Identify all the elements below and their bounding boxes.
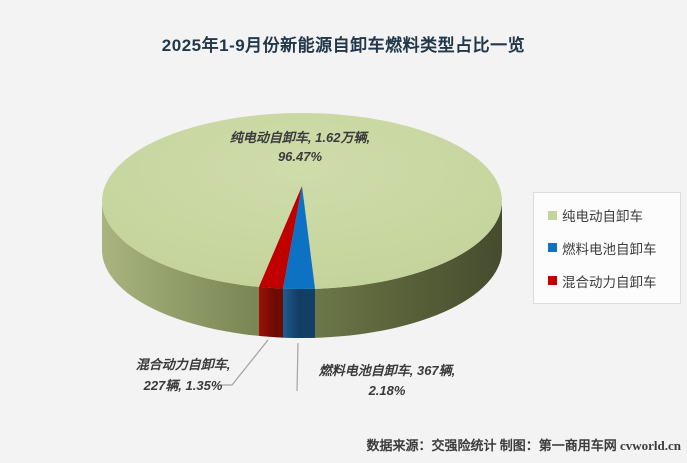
- pie-slice-fuel-cell: [283, 186, 315, 289]
- pie-side-pure-electric: [102, 201, 502, 338]
- legend-swatch-red: [548, 276, 557, 286]
- leader-line-hybrid: [220, 339, 269, 386]
- legend: 纯电动自卸车 燃料电池自卸车 混合动力自卸车: [533, 192, 681, 304]
- legend-label: 混合动力自卸车: [562, 274, 657, 290]
- legend-item-pure-electric: 纯电动自卸车: [548, 206, 680, 224]
- callout-pure-electric: 纯电动自卸车, 1.62万辆, 96.47%: [230, 128, 370, 166]
- leader-line-fuel-cell: [296, 342, 299, 392]
- callout-hybrid-line1: 混合动力自卸车,: [135, 357, 231, 372]
- legend-item-hybrid: 混合动力自卸车: [548, 272, 680, 290]
- legend-label: 纯电动自卸车: [562, 209, 643, 225]
- pie-slice-hybrid: [259, 186, 302, 289]
- chart-title: 2025年1-9月份新能源自卸车燃料类型占比一览: [161, 36, 526, 55]
- callout-hybrid: 混合动力自卸车, 227辆, 1.35%: [136, 354, 231, 396]
- legend-swatch-blue: [548, 243, 557, 253]
- legend-item-fuel-cell: 燃料电池自卸车: [548, 239, 680, 257]
- callout-hybrid-line2: 227辆, 1.35%: [143, 378, 223, 393]
- callout-pure-electric-line2: 96.47%: [277, 149, 323, 164]
- legend-swatch-green: [548, 210, 557, 220]
- legend-label: 燃料电池自卸车: [562, 241, 657, 257]
- callout-fuel-cell: 燃料电池自卸车, 367辆, 2.18%: [319, 361, 456, 401]
- callout-pure-electric-line1: 纯电动自卸车, 1.62万辆,: [229, 130, 371, 145]
- pie-side-hybrid: [259, 286, 283, 338]
- data-source-credit: 数据来源：交强险统计 制图：第一商用车网 cvworld.cn: [366, 438, 681, 453]
- callout-fuel-cell-line1: 燃料电池自卸车, 367辆,: [318, 363, 456, 378]
- callout-fuel-cell-line2: 2.18%: [368, 383, 406, 398]
- pie-side-fuel-cell: [283, 288, 315, 338]
